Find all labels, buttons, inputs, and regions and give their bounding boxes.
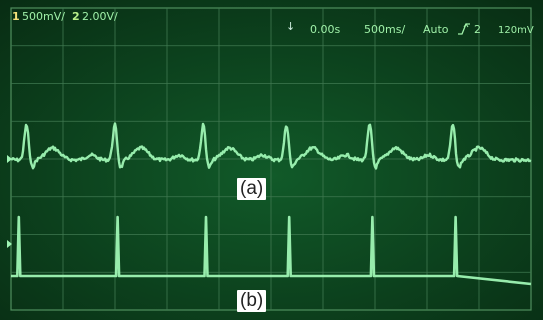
trigger-level[interactable]: 120mV: [498, 25, 534, 36]
trigger-edge-icon: [458, 23, 470, 35]
trigger-mode[interactable]: Auto: [423, 23, 449, 36]
trigger-position-marker: ↓: [286, 20, 295, 33]
trace-b-label: (b): [237, 290, 267, 312]
ch1-number: 1: [12, 10, 20, 23]
trigger-source[interactable]: 2: [474, 23, 481, 36]
trace-a-label: (a): [237, 178, 267, 200]
trace-b-pulse: [11, 215, 532, 286]
ch1-scale[interactable]: 500mV/: [22, 10, 65, 23]
status-bar: 1 500mV/ 2 2.00V/ ↓ 0.00s 500ms/ Auto 2 …: [12, 10, 534, 36]
trace-a-ecg: [10, 122, 532, 170]
time-scale[interactable]: 500ms/: [364, 23, 405, 36]
ch2-scale[interactable]: 2.00V/: [82, 10, 118, 23]
ch2-ground-marker: [7, 240, 12, 248]
time-offset[interactable]: 0.00s: [310, 23, 340, 36]
ch2-number: 2: [72, 10, 80, 23]
ch1-ground-marker: [7, 155, 12, 163]
